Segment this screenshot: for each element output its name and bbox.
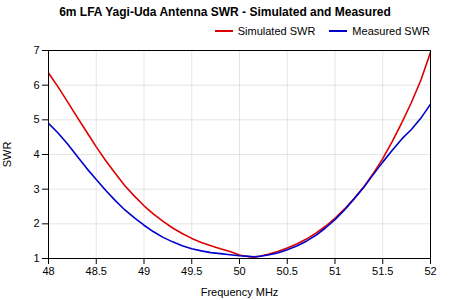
svg-text:1: 1 [33,252,39,264]
svg-text:4: 4 [33,148,39,160]
svg-text:5: 5 [33,113,39,125]
svg-text:2: 2 [33,217,39,229]
svg-text:49: 49 [138,265,150,277]
svg-text:48.5: 48.5 [86,265,107,277]
svg-text:52: 52 [424,265,436,277]
svg-text:48: 48 [42,265,54,277]
svg-text:3: 3 [33,183,39,195]
svg-text:Frequency MHz: Frequency MHz [201,286,279,298]
html-text:Measured SWR: Measured SWR [352,25,430,37]
html-text:6m LFA Yagi-Uda Antenna SWR -: 6m LFA Yagi-Uda Antenna SWR - Simulated … [59,5,391,19]
svg-text:6: 6 [33,79,39,91]
svg-text:49.5: 49.5 [181,265,202,277]
svg-text:7: 7 [33,44,39,56]
svg-text:51: 51 [329,265,341,277]
svg-text:51.5: 51.5 [372,265,393,277]
html-text:Simulated SWR: Simulated SWR [237,25,316,37]
svg-text:SWR: SWR [1,142,13,168]
svg-text:50: 50 [233,265,245,277]
svg-text:50.5: 50.5 [277,265,298,277]
